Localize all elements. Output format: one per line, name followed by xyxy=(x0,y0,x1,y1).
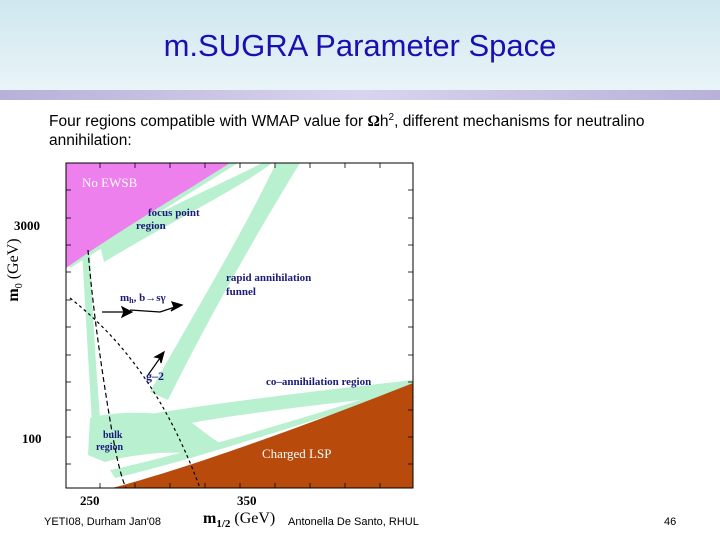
slide-header xyxy=(0,0,720,90)
mh-constraint-line xyxy=(87,249,127,488)
bulk-label-1: bulk xyxy=(103,430,123,441)
plot-frame xyxy=(65,162,414,489)
x-axis-unit: (GeV) xyxy=(234,510,276,527)
charged-lsp-label: Charged LSP xyxy=(262,446,331,461)
allowed-band-edge xyxy=(110,383,413,478)
slide-title: m.SUGRA Parameter Space xyxy=(163,28,557,63)
plot-ticks xyxy=(66,163,413,488)
x-axis-label: m1/2 (GeV) xyxy=(203,510,275,530)
mh-label-sub: h xyxy=(129,296,134,305)
mh-constraint-label: mh, b→sγ xyxy=(120,292,166,305)
allowed-band-bulk xyxy=(88,412,225,462)
allowed-band-focus-strip xyxy=(100,163,272,262)
y-tick-100: 100 xyxy=(22,431,42,446)
g2-constraint-line xyxy=(69,297,201,488)
footer-center: Antonella De Santo, RHUL xyxy=(288,516,419,528)
subtitle-sup: 2 xyxy=(388,112,395,123)
x-axis-m: m xyxy=(203,510,217,527)
subtitle-rest: , different mechanisms for neutralino an… xyxy=(49,113,645,150)
page-number: 46 xyxy=(664,516,677,528)
y-axis-unit: (GeV) xyxy=(4,238,22,280)
y-axis-m: m xyxy=(4,288,22,302)
omega-symbol: Ω xyxy=(367,113,380,131)
no-ewsb-region xyxy=(66,163,230,268)
footer-left: YETI08, Durham Jan'08 xyxy=(44,516,162,528)
g2-label: g–2 xyxy=(146,369,164,383)
slide-subtitle: Four regions compatible with WMAP value … xyxy=(49,108,689,150)
mh-label-rest: , b→sγ xyxy=(134,292,166,304)
y-axis-label: m0 (GeV) xyxy=(2,200,28,340)
x-axis-sub: 1/2 xyxy=(216,518,231,531)
bulk-label-2: region xyxy=(96,442,123,453)
focus-point-label-1: focus point xyxy=(148,207,200,219)
annotation-arrows xyxy=(102,301,184,376)
subtitle-lead: Four regions compatible with WMAP value … xyxy=(49,113,368,131)
x-tick-350: 350 xyxy=(237,493,257,508)
subtitle-h: h xyxy=(379,113,389,131)
y-tick-3000: 3000 xyxy=(14,218,40,233)
y-axis-sub: 0 xyxy=(14,283,26,289)
mh-label-m: m xyxy=(120,292,129,304)
rapid-annihilation-label-2: funnel xyxy=(226,286,256,298)
charged-lsp-region xyxy=(112,383,413,488)
rapid-annihilation-label-1: rapid annihilation xyxy=(226,272,311,284)
allowed-band-funnel xyxy=(150,163,300,400)
no-ewsb-label: No EWSB xyxy=(82,175,138,190)
allowed-band-left-arm xyxy=(82,250,102,444)
header-band xyxy=(0,90,720,100)
focus-point-label-2: region xyxy=(136,220,166,232)
coannihilation-label: co–annihilation region xyxy=(266,376,371,388)
x-tick-250: 250 xyxy=(80,493,100,508)
